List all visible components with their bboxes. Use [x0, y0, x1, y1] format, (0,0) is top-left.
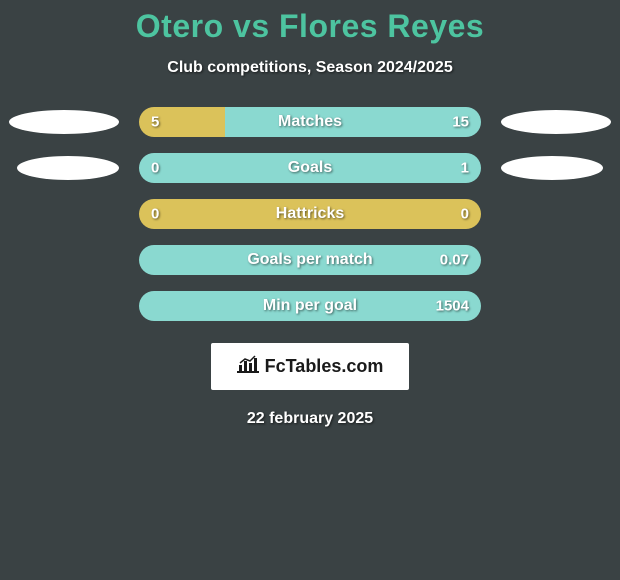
brand-text: FcTables.com [265, 356, 384, 377]
stat-row: 0.07 Goals per match [0, 245, 620, 275]
stat-bar: 5 15 Matches [139, 107, 481, 137]
right-value: 15 [452, 114, 469, 131]
stat-label: Min per goal [263, 297, 357, 315]
chart-icon [237, 355, 259, 378]
stat-label: Goals per match [247, 251, 372, 269]
right-value: 1 [461, 160, 469, 177]
left-value: 0 [151, 206, 159, 223]
comparison-infographic: Otero vs Flores Reyes Club competitions,… [0, 0, 620, 428]
stat-row: 1504 Min per goal [0, 291, 620, 321]
footer: FcTables.com 22 february 2025 [0, 343, 620, 428]
stat-row: 0 1 Goals [0, 153, 620, 183]
left-ellipse [9, 110, 119, 134]
subtitle: Club competitions, Season 2024/2025 [0, 59, 620, 77]
brand-box: FcTables.com [211, 343, 410, 390]
stat-bar: 0 0 Hattricks [139, 199, 481, 229]
stat-row: 5 15 Matches [0, 107, 620, 137]
right-ellipse [501, 156, 603, 180]
date-label: 22 february 2025 [0, 410, 620, 428]
stat-bar: 0.07 Goals per match [139, 245, 481, 275]
stat-label: Hattricks [276, 205, 344, 223]
stat-label: Matches [278, 113, 342, 131]
stat-label: Goals [288, 159, 332, 177]
right-value: 0 [461, 206, 469, 223]
stat-bar: 1504 Min per goal [139, 291, 481, 321]
stat-row: 0 0 Hattricks [0, 199, 620, 229]
left-ellipse [17, 156, 119, 180]
stat-bar: 0 1 Goals [139, 153, 481, 183]
right-value: 0.07 [440, 252, 469, 269]
bar-right-fill [225, 107, 481, 137]
stat-rows: 5 15 Matches 0 1 Goals 0 0 Hattricks 0.07 Goals pe… [0, 107, 620, 321]
right-ellipse [501, 110, 611, 134]
page-title: Otero vs Flores Reyes [0, 8, 620, 45]
left-value: 0 [151, 160, 159, 177]
left-value: 5 [151, 114, 159, 131]
right-value: 1504 [436, 298, 469, 315]
